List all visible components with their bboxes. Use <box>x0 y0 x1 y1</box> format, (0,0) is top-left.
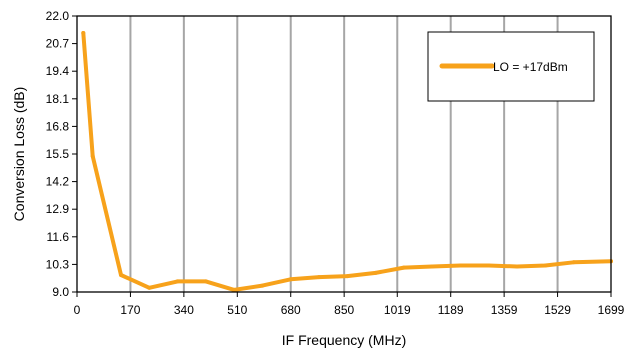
legend-series-label: LO = +17dBm <box>493 60 568 74</box>
data-point <box>543 263 548 268</box>
x-tick-label: 1019 <box>384 303 411 317</box>
y-tick-label: 18.1 <box>46 92 70 106</box>
data-point <box>571 260 576 265</box>
data-point <box>203 279 208 284</box>
y-axis-ticks: 9.0 10.3 11.6 12.9 14.2 15.5 16.8 18.1 19.4 20.7 2… <box>46 9 77 299</box>
data-point <box>486 263 491 268</box>
data-point <box>345 274 350 279</box>
x-tick-label: 340 <box>174 303 194 317</box>
x-tick-label: 680 <box>281 303 301 317</box>
data-point <box>260 283 265 288</box>
data-point <box>119 273 124 278</box>
y-tick-label: 14.2 <box>46 175 70 189</box>
data-point <box>147 285 152 290</box>
data-point <box>458 263 463 268</box>
y-tick-label: 12.9 <box>46 202 70 216</box>
series-line <box>81 31 613 292</box>
data-point <box>430 264 435 269</box>
data-point <box>317 275 322 280</box>
x-tick-label: 1189 <box>438 303 464 317</box>
y-axis-label: Conversion Loss (dB) <box>11 87 27 222</box>
y-tick-label: 10.3 <box>46 257 70 271</box>
data-point <box>232 287 237 292</box>
data-point <box>515 264 520 269</box>
data-point <box>81 30 86 35</box>
data-point <box>175 279 180 284</box>
y-tick-label: 15.5 <box>46 147 70 161</box>
y-tick-label: 11.6 <box>47 230 70 244</box>
x-tick-label: 1699 <box>598 303 625 317</box>
x-axis-label: IF Frequency (MHz) <box>282 332 406 348</box>
x-tick-label: 1359 <box>491 303 518 317</box>
x-tick-label: 850 <box>334 303 354 317</box>
data-point <box>373 270 378 275</box>
data-point <box>288 277 293 282</box>
x-axis-ticks: 0 170 340 510 680 850 1019 1189 1359 1529 1699 <box>74 292 625 317</box>
x-tick-label: 170 <box>120 303 140 317</box>
y-tick-label: 19.4 <box>46 64 70 78</box>
x-tick-label: 0 <box>74 303 81 317</box>
x-tick-label: 1529 <box>544 303 571 317</box>
series-layer <box>81 30 613 292</box>
y-tick-label: 20.7 <box>46 37 70 51</box>
y-tick-label: 9.0 <box>52 285 69 299</box>
y-tick-label: 22.0 <box>46 9 70 23</box>
y-tick-label: 16.8 <box>46 119 70 133</box>
data-point <box>90 154 95 159</box>
legend[interactable]: LO = +17dBm <box>427 31 595 102</box>
data-point <box>401 265 406 270</box>
x-tick-label: 510 <box>227 303 247 317</box>
